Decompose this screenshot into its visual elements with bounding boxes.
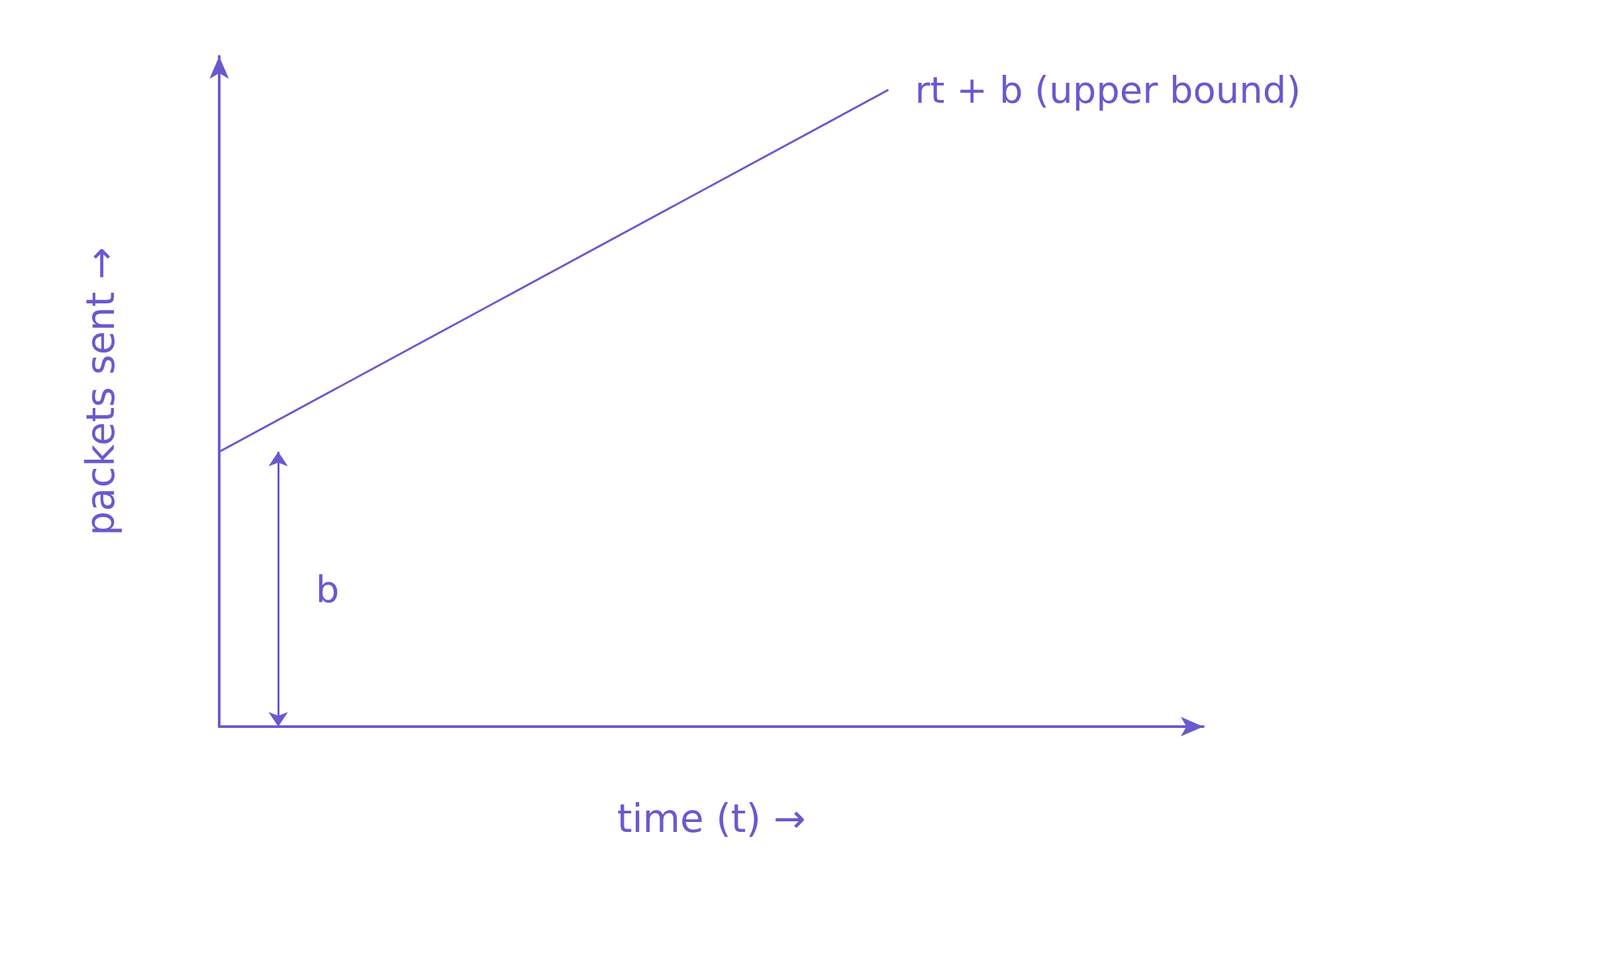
svg-text:packets sent →: packets sent → xyxy=(78,247,124,536)
svg-text:rt + b (upper bound): rt + b (upper bound) xyxy=(914,68,1301,112)
svg-text:time (t) →: time (t) → xyxy=(617,796,806,842)
svg-text:b: b xyxy=(315,567,340,611)
